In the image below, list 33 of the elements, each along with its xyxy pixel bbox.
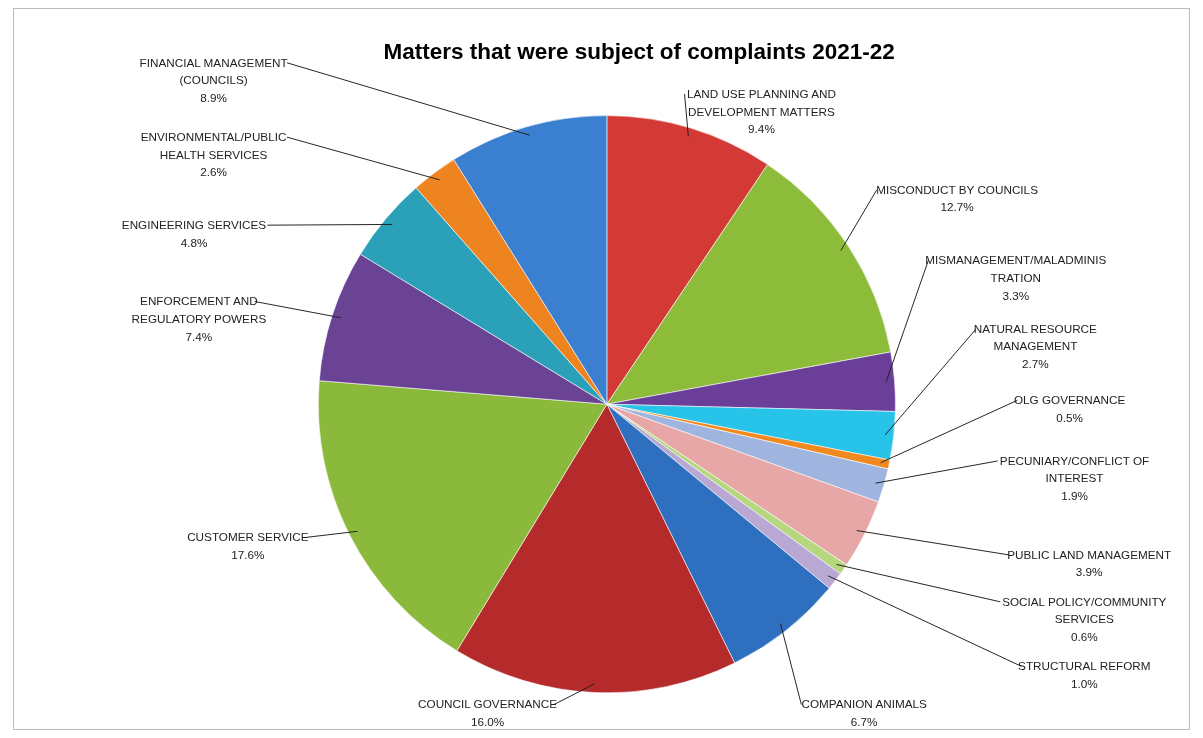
data-label: 2.7% — [1022, 357, 1049, 371]
chart-title: Matters that were subject of complaints 2021-22 — [383, 38, 895, 64]
slice-label: PUBLIC LAND MANAGEMENT — [1007, 547, 1172, 561]
data-label: 7.4% — [185, 329, 213, 343]
slice-label: STRUCTURAL REFORM — [1018, 659, 1151, 673]
slice-label: ENFORCEMENT AND REGULATORY POWERS — [131, 294, 267, 326]
slice-label: ENGINEERING SERVICES — [121, 218, 267, 232]
slice-label: LAND USE PLANNING AND DEVELOPMENT MATTERS — [686, 87, 837, 118]
data-label: 6.7% — [850, 715, 878, 729]
slice-label: OLG GOVERNANCE — [1013, 393, 1126, 407]
slice-label: SOCIAL POLICY/COMMUNITY SERVICES — [1002, 594, 1167, 626]
data-label: 3.3% — [1002, 288, 1030, 302]
data-label: 0.5% — [1056, 410, 1083, 424]
slice-label: MISMANAGEMENT/MALADMINISTRATION — [925, 253, 1107, 284]
data-label: 16.0% — [470, 715, 505, 729]
slice-label: COUNCIL GOVERNANCE — [418, 697, 558, 711]
slice-label: CUSTOMER SERVICE — [187, 530, 309, 544]
slice-label: FINANCIAL MANAGEMENT (COUNCILS) — [139, 55, 288, 87]
data-label: 1.0% — [1070, 676, 1098, 690]
data-label: 12.7% — [940, 200, 974, 214]
slice-label: MISCONDUCT BY COUNCILS — [876, 182, 1039, 196]
slice-label: NATURAL RESOURCE MANAGEMENT — [973, 321, 1098, 353]
data-label: 2.6% — [200, 165, 227, 179]
data-label: 0.6% — [1070, 629, 1098, 643]
slice-label: ENVIRONMENTAL/PUBLIC HEALTH SERVICES — [140, 130, 287, 161]
data-label: 17.6% — [231, 547, 265, 561]
slice-label: COMPANION ANIMALS — [801, 697, 928, 711]
slice-label: PECUNIARY/CONFLICT OF INTEREST — [999, 453, 1150, 485]
data-label: 9.4% — [748, 122, 775, 136]
data-label: 1.9% — [1061, 489, 1088, 503]
data-label: 3.9% — [1075, 565, 1103, 579]
data-label: 8.9% — [200, 90, 227, 104]
data-label: 4.8% — [180, 235, 208, 249]
